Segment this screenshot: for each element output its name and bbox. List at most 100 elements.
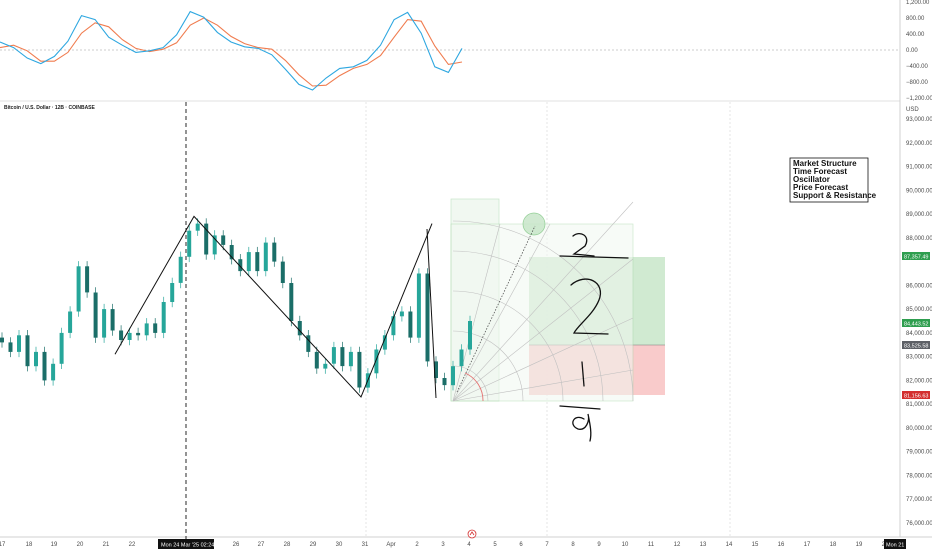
candle-body [442, 378, 447, 386]
handwritten-stroke [581, 361, 585, 387]
handwritten-stroke [572, 232, 595, 257]
time-x-tick: 18 [26, 542, 33, 548]
legend-item-price-forecast: Price Forecast [793, 183, 848, 192]
candle-body [399, 311, 404, 317]
time-x-tick: 27 [258, 542, 265, 548]
price-y-tick: 93,000.00 [906, 117, 932, 123]
candle-body [314, 351, 319, 369]
oscillator-y-tick: −400.00 [906, 64, 929, 70]
time-x-tick: 13 [700, 542, 707, 548]
candle-body [306, 335, 311, 352]
price-y-tick: 85,000.00 [906, 307, 932, 313]
target-circle[interactable] [522, 212, 546, 236]
oscillator-fast-line [0, 10, 463, 91]
candle-body [85, 266, 90, 293]
candle-body [8, 342, 13, 352]
candle-body [357, 351, 362, 388]
candle-body [51, 363, 56, 381]
candle-body [25, 335, 30, 367]
market-structure-line[interactable] [114, 215, 433, 398]
fan-arc [452, 330, 524, 402]
candle-body [434, 361, 438, 378]
projection-line [456, 225, 536, 393]
handwritten-annotation [559, 232, 629, 442]
candles [0, 218, 472, 393]
price-y-tick: 80,000.00 [906, 426, 932, 432]
price-y-tick: 91,000.00 [906, 165, 932, 171]
price-y-tick: 76,000.00 [906, 521, 932, 527]
candle-body [59, 332, 64, 364]
candle-body [68, 311, 73, 333]
target-badge [902, 252, 930, 260]
candle-body [127, 332, 132, 340]
price-y-tick: 86,000.00 [906, 283, 932, 289]
candle-body [468, 321, 472, 350]
fan-ray [452, 201, 634, 402]
candle-body [289, 283, 294, 321]
candle-body [136, 332, 141, 336]
price-y-tick: 90,000.00 [906, 188, 932, 194]
time-x-tick: 18 [830, 542, 837, 548]
crosshair-time-badge [158, 539, 214, 549]
time-x-tick: Apr [386, 542, 395, 548]
time-x-tick: 26 [233, 542, 240, 548]
candle-body [340, 347, 345, 367]
price-y-tick: 77,000.00 [906, 497, 932, 503]
fan-ray [452, 223, 551, 402]
crosshair-time-text: Mon 24 Mar '25 02:24 [161, 543, 214, 549]
time-x-tick: 16 [778, 542, 785, 548]
current-price-badge [902, 319, 930, 327]
time-x-tick: 5 [493, 542, 497, 548]
price-y-tick: 78,000.00 [906, 474, 932, 480]
time-forecast-fan[interactable] [450, 198, 634, 402]
oscillator-y-tick: 800.00 [906, 16, 925, 22]
time-x-tick: 30 [336, 542, 343, 548]
legend-item-time-forecast: Time Forecast [793, 167, 847, 176]
candle-body [263, 242, 268, 272]
current-price-badge-text: 84,443.52 [904, 322, 928, 328]
time-axis[interactable]: 17 18 19 20 21 22 26 27 28 29 30 31 Apr 2 3 4 5 6 7 8 9 10 11 1… [0, 542, 889, 548]
indicator-legend[interactable]: Market Structure Time Forecast Oscillato… [789, 157, 877, 203]
candle-body [459, 349, 464, 367]
candle-body [102, 309, 107, 338]
candle-body [255, 252, 260, 272]
price-y-tick: 82,000.00 [906, 378, 932, 384]
candle-body [425, 273, 430, 362]
time-x-tick: 3 [441, 542, 445, 548]
price-y-tick: 89,000.00 [906, 212, 932, 218]
time-x-tick: 14 [726, 542, 733, 548]
candle-body [187, 230, 192, 257]
oscillator-y-tick: −1,200.00 [906, 96, 932, 102]
time-x-tick: 19 [856, 542, 863, 548]
oscillator-y-tick: 400.00 [906, 32, 925, 38]
oscillator-y-tick: 0.00 [906, 48, 918, 54]
candle-body [280, 261, 285, 283]
candle-body [374, 349, 379, 374]
legend-item-market-structure: Market Structure [793, 159, 857, 168]
candle-body [170, 283, 175, 302]
scroll-to-realtime-icon[interactable] [467, 529, 477, 539]
candle-body [348, 351, 353, 367]
time-x-tick: 10 [622, 542, 629, 548]
time-x-tick: 9 [597, 542, 601, 548]
candle-body [119, 330, 124, 340]
time-x-tick: 4 [467, 542, 471, 548]
market-structure-drop[interactable] [426, 228, 437, 399]
oscillator-y-tick: 1,200.00 [906, 0, 930, 6]
candle-body [161, 302, 166, 333]
time-x-tick: 20 [77, 542, 84, 548]
crosshair-time-label: Mon 24 Mar '25 02:24 Mon 21 [158, 539, 906, 549]
price-axis[interactable]: 93,000.00 92,000.00 91,000.00 90,000.00 89,0… [906, 117, 932, 527]
entry-badge-text: 83,525.58 [904, 344, 928, 350]
legend-item-support-resistance: Support & Resistance [793, 191, 877, 200]
candle-body [153, 323, 158, 333]
oscillator-slow-line [0, 17, 463, 87]
candle-body [221, 235, 226, 245]
scroll-icon[interactable] [467, 529, 477, 539]
time-x-tick: 17 [804, 542, 811, 548]
handwritten-stroke [572, 413, 592, 442]
candle-body [144, 323, 149, 336]
price-badges: 87,357.49 84,443.52 83,525.58 81,156.63 [902, 252, 930, 400]
candle-body [297, 321, 302, 336]
